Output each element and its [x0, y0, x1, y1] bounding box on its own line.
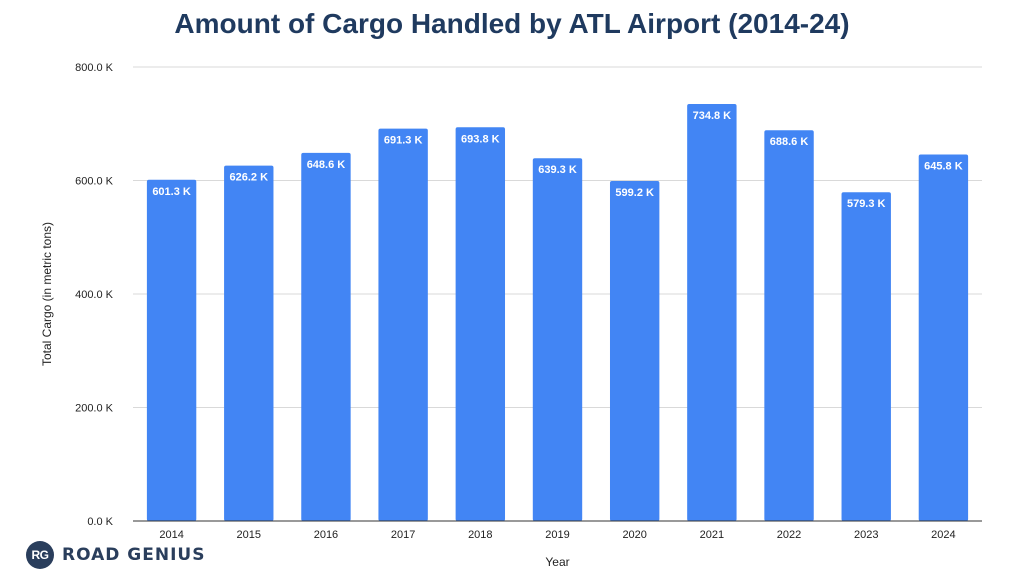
y-tick-label: 400.0 K — [75, 289, 114, 301]
y-tick-label: 600.0 K — [75, 176, 114, 188]
x-tick-label: 2017 — [391, 529, 415, 541]
bar-value-label: 734.8 K — [693, 110, 732, 122]
bar-value-label: 648.6 K — [307, 159, 346, 171]
bar-value-label: 645.8 K — [924, 161, 963, 173]
bars — [146, 104, 969, 522]
x-tick-label: 2016 — [314, 529, 338, 541]
bar-value-labels: 601.3 K 626.2 K 648.6 K 691.3 K 693.8 K 639.3… — [152, 110, 962, 210]
bar — [841, 192, 891, 521]
bar — [146, 179, 197, 521]
bar — [609, 180, 660, 522]
x-tick-label: 2020 — [622, 529, 646, 541]
bar-value-label: 691.3 K — [384, 135, 423, 147]
y-tick-label: 0.0 K — [87, 516, 113, 528]
bar-value-label: 693.8 K — [461, 133, 500, 145]
bar-value-label: 599.2 K — [615, 187, 654, 199]
axes: 0.0 K 200.0 K 400.0 K 600.0 K 800.0 K 2014 201… — [75, 62, 982, 541]
x-tick-label: 2014 — [159, 529, 183, 541]
bar — [687, 104, 737, 521]
chart-title: Amount of Cargo Handled by ATL Airport (… — [174, 8, 850, 39]
x-tick-label: 2024 — [931, 529, 955, 541]
x-tick-label: 2022 — [777, 529, 801, 541]
x-tick-label: 2019 — [545, 529, 569, 541]
y-axis-title: Total Cargo (in metric tons) — [40, 222, 54, 366]
bar — [224, 165, 274, 521]
logo-text: ROAD GENIUS — [62, 545, 206, 565]
bar — [301, 152, 351, 521]
y-tick-label: 800.0 K — [75, 62, 114, 74]
bar — [455, 127, 506, 522]
bar-value-label: 579.3 K — [847, 198, 886, 210]
x-axis-title: Year — [545, 555, 569, 569]
bar-value-label: 626.2 K — [230, 172, 269, 184]
bar-value-label: 601.3 K — [152, 186, 191, 198]
bar — [532, 158, 583, 521]
x-tick-label: 2021 — [700, 529, 724, 541]
bar — [378, 128, 428, 521]
bar — [918, 154, 969, 522]
logo-badge-icon: RG — [26, 541, 54, 569]
y-tick-label: 200.0 K — [75, 403, 114, 415]
x-tick-label: 2015 — [237, 529, 261, 541]
x-tick-label: 2023 — [854, 529, 878, 541]
bar-value-label: 639.3 K — [538, 164, 577, 176]
bar-value-label: 688.6 K — [770, 136, 809, 148]
x-tick-label: 2018 — [468, 529, 492, 541]
road-genius-logo: RG ROAD GENIUS — [26, 540, 205, 570]
bar — [764, 130, 814, 522]
